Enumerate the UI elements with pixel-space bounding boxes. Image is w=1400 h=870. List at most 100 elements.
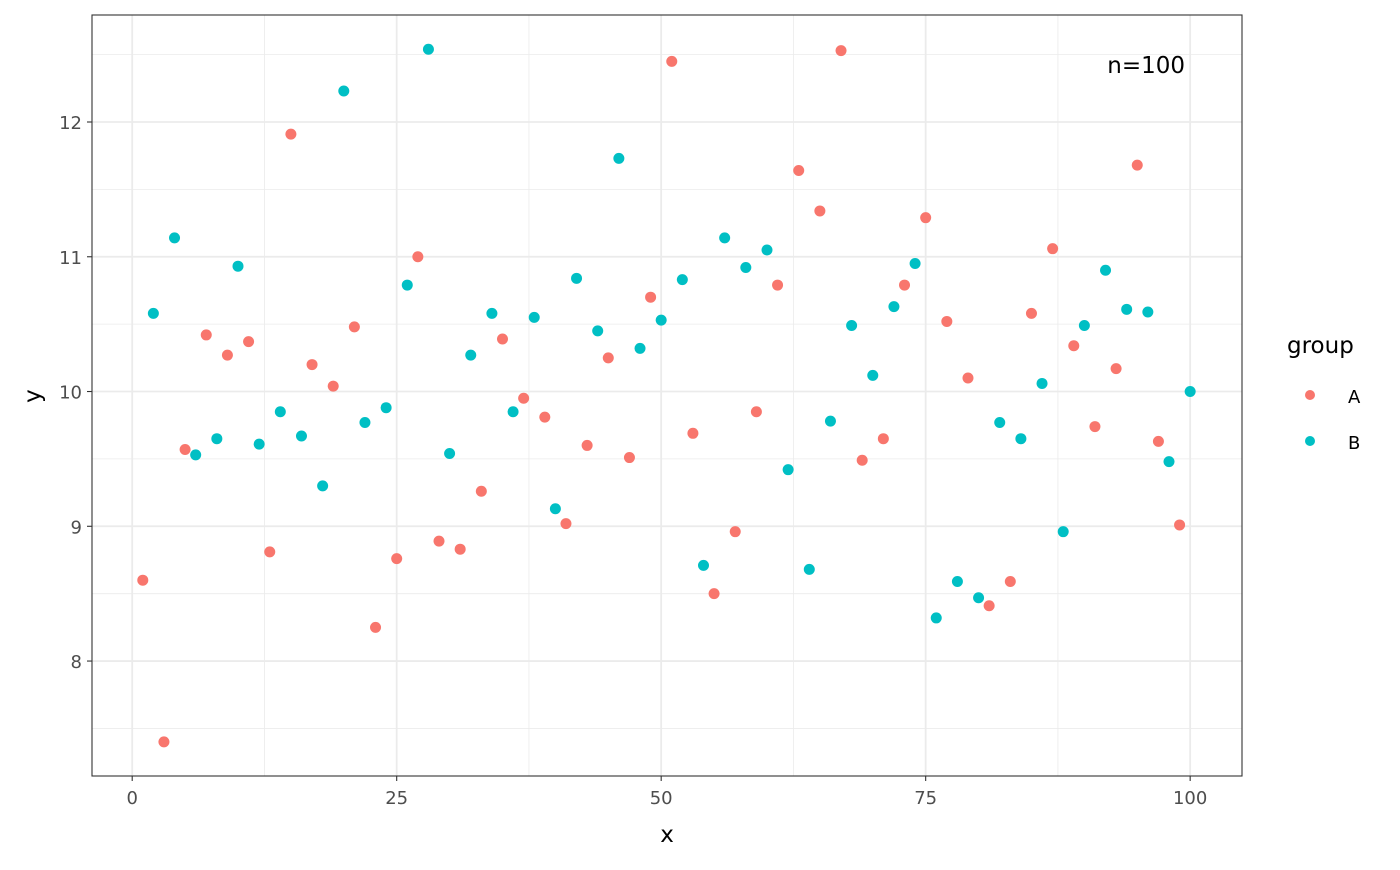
- point-b: [1036, 377, 1048, 389]
- point-a: [1174, 519, 1186, 531]
- point-b: [592, 325, 604, 337]
- point-b: [465, 349, 477, 361]
- point-a: [285, 128, 297, 140]
- x-tick-label: 0: [126, 788, 137, 809]
- point-b: [782, 464, 794, 476]
- point-b: [338, 85, 350, 97]
- point-a: [1047, 243, 1059, 255]
- point-a: [412, 251, 424, 263]
- point-b: [422, 43, 434, 55]
- legend-key-a: [1305, 390, 1315, 400]
- x-tick-label: 75: [914, 788, 937, 809]
- point-b: [740, 262, 752, 274]
- point-a: [454, 543, 466, 555]
- point-b: [1121, 303, 1133, 315]
- point-b: [655, 314, 667, 326]
- point-a: [1152, 435, 1164, 447]
- panel-border: [91, 14, 1243, 777]
- point-a: [920, 212, 932, 224]
- point-a: [1004, 576, 1016, 588]
- point-b: [676, 274, 688, 286]
- annotation: n=100: [1107, 53, 1185, 79]
- point-b: [930, 612, 942, 624]
- point-b: [761, 244, 773, 256]
- point-a: [158, 736, 170, 748]
- point-a: [602, 352, 614, 364]
- legend-label-b: B: [1348, 433, 1360, 454]
- point-b: [169, 232, 181, 244]
- point-a: [623, 452, 635, 464]
- point-b: [444, 448, 456, 460]
- point-b: [951, 576, 963, 588]
- point-a: [645, 291, 657, 303]
- point-b: [295, 430, 307, 442]
- point-b: [401, 279, 413, 291]
- point-a: [835, 45, 847, 57]
- point-a: [962, 372, 974, 384]
- point-b: [1184, 386, 1196, 398]
- y-tick-label: 9: [71, 517, 82, 538]
- point-b: [994, 417, 1006, 429]
- point-b: [1100, 264, 1112, 276]
- point-b: [1078, 319, 1090, 331]
- point-b: [571, 272, 583, 284]
- point-b: [634, 342, 646, 354]
- point-a: [560, 518, 572, 530]
- point-a: [327, 380, 339, 392]
- point-a: [983, 600, 995, 612]
- point-a: [666, 55, 678, 67]
- point-a: [581, 439, 593, 451]
- point-b: [613, 152, 625, 164]
- point-a: [899, 279, 911, 291]
- points: [137, 43, 1196, 748]
- point-b: [486, 307, 498, 319]
- y-tick-label: 11: [59, 248, 82, 269]
- point-a: [687, 427, 699, 439]
- point-a: [221, 349, 233, 361]
- legend-label-a: A: [1348, 387, 1361, 408]
- point-b: [888, 301, 900, 313]
- point-b: [253, 438, 265, 450]
- point-b: [380, 402, 392, 414]
- point-a: [137, 574, 149, 586]
- point-a: [348, 321, 360, 333]
- point-b: [909, 258, 921, 270]
- point-b: [359, 417, 371, 429]
- axes: 0 25 50 75 100 8 9 10 11 12: [59, 113, 1207, 809]
- point-a: [496, 333, 508, 345]
- point-b: [846, 319, 858, 331]
- y-tick-label: 12: [59, 113, 82, 134]
- point-a: [1110, 363, 1122, 375]
- point-b: [147, 307, 159, 319]
- x-axis-label: x: [660, 822, 674, 848]
- point-b: [317, 480, 329, 492]
- point-a: [370, 621, 382, 633]
- legend-title: group: [1287, 333, 1354, 359]
- point-a: [856, 454, 868, 466]
- point-a: [1025, 307, 1037, 319]
- y-tick-label: 8: [71, 652, 82, 673]
- point-b: [190, 449, 202, 461]
- point-b: [867, 369, 879, 381]
- y-tick-label: 10: [59, 383, 82, 404]
- point-b: [719, 232, 731, 244]
- point-b: [1163, 456, 1175, 468]
- point-a: [814, 205, 826, 217]
- point-a: [475, 485, 487, 497]
- point-a: [433, 535, 445, 547]
- point-b: [1015, 433, 1027, 445]
- point-a: [306, 359, 318, 371]
- point-a: [941, 315, 953, 327]
- point-b: [211, 433, 223, 445]
- point-b: [803, 563, 815, 575]
- legend-key-b: [1305, 436, 1315, 446]
- point-b: [973, 592, 985, 604]
- point-a: [750, 406, 762, 418]
- point-a: [729, 526, 741, 538]
- point-b: [274, 406, 286, 418]
- point-a: [200, 329, 212, 341]
- point-a: [539, 411, 551, 423]
- point-a: [708, 588, 720, 600]
- point-a: [772, 279, 784, 291]
- y-axis-label: y: [20, 389, 46, 403]
